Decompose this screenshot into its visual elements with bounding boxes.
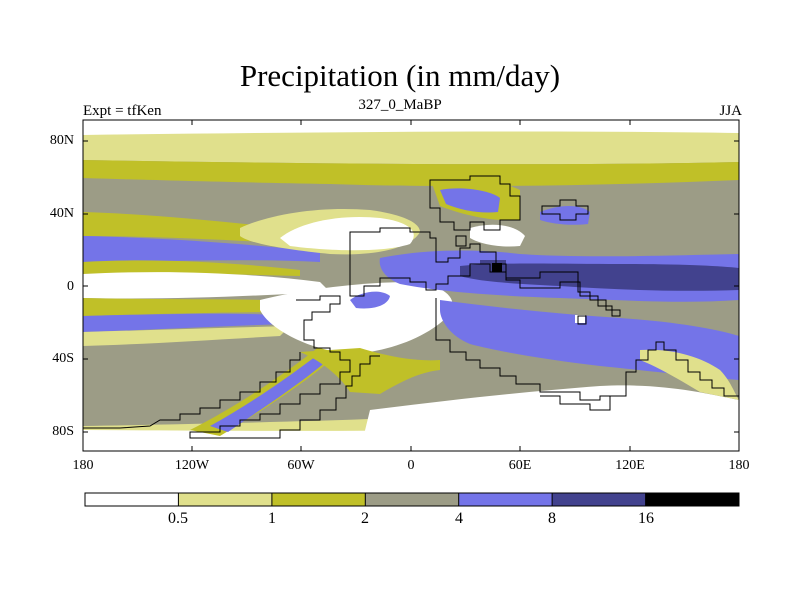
lat-label-80n: 80N	[49, 133, 74, 148]
colorbar-label-0-5: 0.5	[168, 510, 188, 527]
lat-label-40n: 40N	[49, 206, 74, 221]
colorbar-label-2: 2	[361, 510, 369, 527]
lon-label-180w: 180	[72, 458, 94, 473]
colorbar-label-4: 4	[455, 510, 463, 527]
precipitation-field	[83, 120, 739, 451]
lat-label-equator: 0	[67, 279, 74, 294]
season-label: JJA	[719, 103, 742, 119]
colorbar-swatch-7	[645, 493, 739, 506]
lon-label-60w: 60W	[287, 458, 315, 473]
colorbar-swatch-1	[85, 493, 179, 506]
colorbar-swatch-3	[271, 493, 366, 506]
colorbar-swatch-2	[178, 493, 272, 506]
lon-label-60e: 60E	[508, 458, 532, 473]
lat-label-80s: 80S	[52, 424, 74, 439]
continent-outlines	[83, 175, 739, 439]
lon-label-0: 0	[407, 458, 415, 473]
lon-label-120w: 120W	[174, 458, 210, 473]
lon-label-120e: 120E	[615, 458, 645, 473]
experiment-label: Expt = tfKen	[83, 103, 162, 119]
colorbar-label-8: 8	[548, 510, 556, 527]
colorbar-label-16: 16	[638, 510, 654, 527]
colorbar-swatch-5	[458, 493, 553, 506]
colorbar-label-1: 1	[268, 510, 276, 527]
colorbar-swatch-6	[552, 493, 646, 506]
colorbar-swatch-4	[365, 493, 459, 506]
lon-label-180e: 180	[728, 458, 750, 473]
map-title: Precipitation (in mm/day)	[239, 58, 561, 93]
colorbar	[84, 492, 740, 507]
map-ticks	[83, 120, 739, 451]
period-label: 327_0_MaBP	[358, 97, 442, 113]
lat-label-40s: 40S	[52, 351, 74, 366]
